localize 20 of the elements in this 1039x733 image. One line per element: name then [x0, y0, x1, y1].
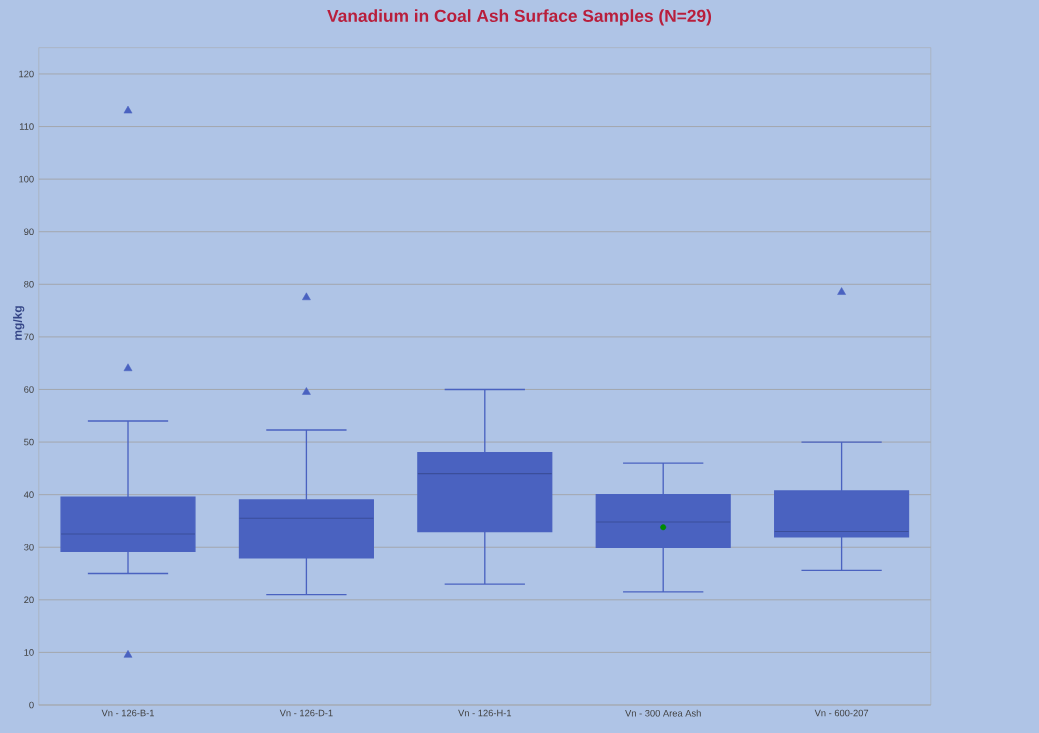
- y-tick-label: 120: [19, 70, 34, 78]
- x-tick-label: Vn - 126-B-1: [101, 709, 154, 717]
- x-tick-label: Vn - 126-D-1: [279, 709, 333, 717]
- y-tick-label: 50: [24, 438, 34, 446]
- x-tick-label: Vn - 600-207: [814, 709, 869, 717]
- x-tick-label: Vn - 126-H-1: [458, 709, 512, 717]
- y-tick-label: 0: [29, 701, 34, 709]
- y-tick-label: 60: [24, 386, 34, 393]
- y-tick-label: 40: [23, 491, 34, 498]
- chart-title: Vanadium in Coal Ash Surface Samples (N=29): [327, 9, 712, 26]
- y-tick-label: 110: [19, 123, 34, 130]
- y-axis-title: mg/kg: [13, 306, 25, 340]
- y-tick-label: 70: [24, 333, 34, 341]
- y-tick-label: 30: [24, 543, 34, 551]
- y-tick-label: 90: [24, 228, 34, 236]
- y-tick-label: 20: [24, 596, 34, 604]
- x-tick-label: Vn - 300 Area Ash: [625, 709, 701, 717]
- y-tick-label: 80: [24, 281, 34, 288]
- y-tick-label: 100: [19, 175, 34, 183]
- y-tick-label: 10: [24, 649, 34, 656]
